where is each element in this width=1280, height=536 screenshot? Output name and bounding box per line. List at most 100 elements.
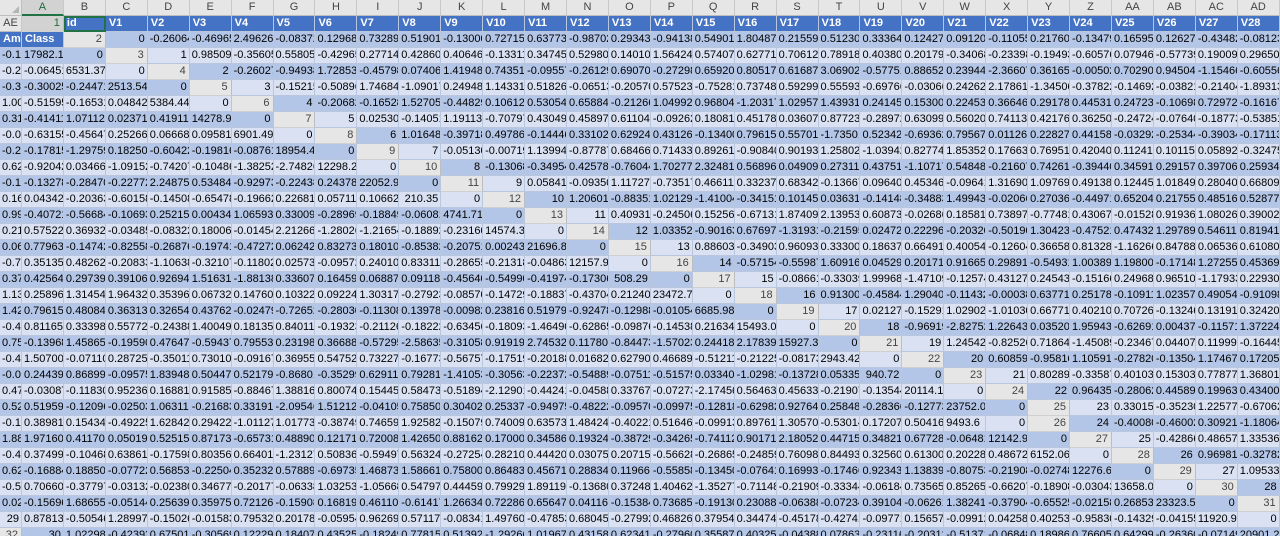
table-cell[interactable]: -0.15908 — [273, 496, 316, 512]
table-cell[interactable]: 0.852656 — [944, 480, 987, 496]
table-cell[interactable]: 0.079469 — [1111, 48, 1154, 64]
table-cell[interactable]: 2.139534 — [818, 208, 861, 224]
table-cell[interactable]: 0.485166 — [1195, 192, 1238, 208]
table-cell[interactable]: -0.38729 — [608, 432, 651, 448]
table-cell[interactable]: 0.034664 — [63, 160, 106, 176]
table-cell[interactable]: 15 — [734, 272, 777, 288]
table-cell[interactable]: -0.27254 — [441, 448, 484, 464]
table-cell[interactable]: 0.474326 — [1111, 224, 1154, 240]
table-cell[interactable]: 1.029577 — [776, 96, 819, 112]
table-cell[interactable]: 0.740099 — [483, 416, 526, 432]
table-cell[interactable]: -1.21654 — [357, 224, 400, 240]
table-cell[interactable]: 0.091185 — [399, 272, 442, 288]
table-cell[interactable]: -0.09575 — [105, 368, 148, 384]
table-cell[interactable]: 0.864835 — [483, 464, 526, 480]
table-cell[interactable]: -0.17306 — [566, 272, 609, 288]
table-cell[interactable]: 0.374990 — [22, 448, 64, 464]
table-cell[interactable]: -0.50190 — [986, 224, 1029, 240]
column-header-A[interactable]: A — [22, 0, 64, 16]
table-cell[interactable]: 0.796159 — [734, 128, 777, 144]
table-cell[interactable]: 0.737483 — [734, 80, 777, 96]
table-cell[interactable]: 24 — [1070, 416, 1112, 432]
table-cell[interactable]: 0.637711 — [1028, 288, 1071, 304]
table-cell[interactable]: -0.19130 — [692, 496, 735, 512]
table-cell[interactable]: -0.26360 — [1153, 528, 1196, 536]
table-cell[interactable]: -1.17933 — [1195, 272, 1238, 288]
table-cell[interactable]: -0.94975 — [525, 400, 567, 416]
table-cell[interactable]: -0.13450 — [692, 464, 735, 480]
table-cell[interactable]: 0.041167 — [566, 496, 609, 512]
table-cell[interactable]: -0.16944 — [0, 416, 22, 432]
table-cell[interactable]: -0.42393 — [105, 528, 148, 536]
table-cell[interactable]: 0.675013 — [147, 528, 190, 536]
table-cell[interactable]: 0.053353 — [818, 368, 861, 384]
table-cell[interactable]: 0.627901 — [608, 352, 651, 368]
row-header-11[interactable]: 11 — [441, 176, 484, 192]
table-cell[interactable]: 1.033525 — [650, 224, 693, 240]
table-cell[interactable]: 0.707260 — [1111, 304, 1154, 320]
table-cell[interactable]: 14 — [692, 256, 735, 272]
table-cell[interactable]: 0.847887 — [1153, 240, 1196, 256]
table-cell[interactable]: 0.106625 — [357, 192, 400, 208]
table-cell[interactable]: -0.17113 — [1237, 128, 1280, 144]
table-cell[interactable]: 1.874090 — [776, 208, 819, 224]
header-cell-V7[interactable]: V7 — [357, 16, 400, 32]
table-cell[interactable]: -0.20833 — [105, 256, 148, 272]
table-cell[interactable]: 0.667711 — [1028, 304, 1071, 320]
table-cell[interactable]: 0.168817 — [147, 384, 190, 400]
table-cell[interactable]: 14574.34 — [483, 224, 526, 240]
table-cell[interactable]: -0.15696 — [22, 496, 64, 512]
table-cell[interactable]: 0.769513 — [1028, 144, 1071, 160]
table-cell[interactable]: 0.268531 — [1111, 496, 1154, 512]
table-cell[interactable]: -0.59497 — [357, 448, 400, 464]
table-cell[interactable]: 23752.06 — [944, 400, 987, 416]
table-cell[interactable]: 0.431277 — [986, 272, 1029, 288]
table-cell[interactable]: -0.65478 — [189, 192, 232, 208]
table-cell[interactable]: 0.437628 — [189, 304, 232, 320]
table-cell[interactable]: 0.480842 — [63, 304, 106, 320]
table-cell[interactable]: 22052.9 — [357, 176, 400, 192]
table-cell[interactable]: -0.09167 — [231, 352, 274, 368]
table-cell[interactable]: 0.152566 — [692, 208, 735, 224]
table-cell[interactable]: -0.14446 — [525, 128, 567, 144]
table-cell[interactable]: 0.201717 — [902, 256, 945, 272]
table-cell[interactable]: 0.964356 — [1070, 384, 1112, 400]
table-cell[interactable]: 0.185819 — [944, 208, 987, 224]
table-cell[interactable]: -0.01583 — [189, 512, 232, 528]
table-cell[interactable]: -0.02479 — [231, 304, 274, 320]
table-cell[interactable]: 1.728538 — [315, 64, 358, 80]
table-cell[interactable]: 0.058924 — [1195, 144, 1238, 160]
table-cell[interactable]: 0.919363 — [1153, 208, 1196, 224]
table-cell[interactable]: -0.16531 — [63, 96, 106, 112]
row-header-21[interactable]: 21 — [860, 336, 903, 352]
table-cell[interactable]: 0.637735 — [525, 32, 567, 48]
table-cell[interactable]: -0.14329 — [1111, 512, 1154, 528]
table-cell[interactable]: -0.09572 — [315, 256, 358, 272]
table-cell[interactable]: 0.333643 — [860, 32, 903, 48]
table-cell[interactable]: 0.419117 — [147, 112, 190, 128]
table-cell[interactable]: -0.11802 — [231, 256, 274, 272]
table-cell[interactable]: -0.94138 — [650, 32, 693, 48]
table-cell[interactable]: 0.126279 — [1153, 32, 1196, 48]
table-cell[interactable]: -0.21607 — [986, 160, 1029, 176]
header-cell-V12[interactable]: V12 — [566, 16, 609, 32]
table-cell[interactable]: 0 — [944, 384, 987, 400]
table-cell[interactable]: 0.397062 — [1195, 160, 1238, 176]
table-cell[interactable]: 12298.23 — [315, 160, 358, 176]
table-cell[interactable]: -0.10468 — [63, 448, 106, 464]
table-cell[interactable]: -0.60576 — [1070, 48, 1112, 64]
table-cell[interactable]: -0.27960 — [650, 528, 693, 536]
table-cell[interactable]: -0.38749 — [315, 416, 358, 432]
table-cell[interactable]: 0.309219 — [1195, 416, 1238, 432]
table-cell[interactable]: 0.425642 — [22, 272, 64, 288]
table-cell[interactable]: -0.08661 — [776, 272, 819, 288]
table-cell[interactable]: -0.51211 — [692, 352, 735, 368]
table-cell[interactable]: -0.13728 — [776, 368, 819, 384]
row-header-15[interactable]: 15 — [608, 240, 651, 256]
